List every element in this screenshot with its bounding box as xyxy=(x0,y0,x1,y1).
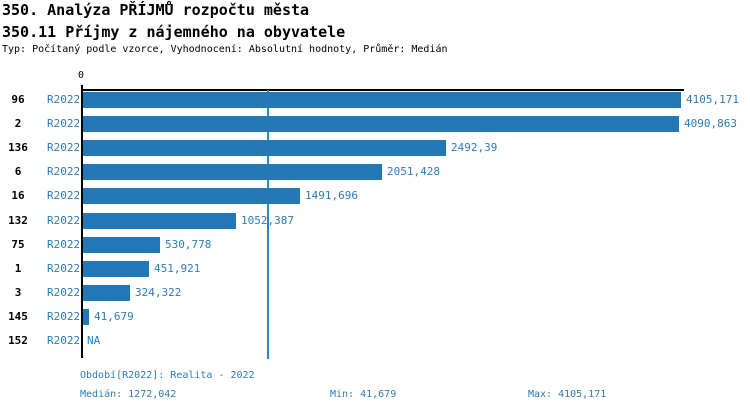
bar xyxy=(83,237,160,253)
chart-row: 6 R2022 2051,428 xyxy=(0,164,750,180)
row-period-label: R2022 xyxy=(47,214,81,227)
bar xyxy=(83,285,130,301)
y-axis-line xyxy=(81,85,83,358)
bar xyxy=(83,164,382,180)
bar-value-label: 1052,387 xyxy=(241,214,294,227)
chart-row: 1 R2022 451,921 xyxy=(0,261,750,277)
bar xyxy=(83,140,446,156)
row-category-label: 136 xyxy=(8,141,28,154)
row-period-label: R2022 xyxy=(47,238,81,251)
bar-value-label: 2051,428 xyxy=(387,165,440,178)
bar-value-label: 4105,171 xyxy=(686,93,739,106)
bar xyxy=(83,92,681,108)
row-category-label: 3 xyxy=(14,286,22,299)
median-line xyxy=(267,90,270,359)
chart-row: 152 R2022 NA xyxy=(0,333,750,349)
report-subtitle: 350.11 Příjmy z nájemného na obyvatele xyxy=(2,23,346,41)
row-category-label: 1 xyxy=(14,262,22,275)
stat-max: Max: 4105,171 xyxy=(528,389,607,400)
bar-value-label: 451,921 xyxy=(154,262,201,275)
zero-tick-label: 0 xyxy=(77,70,85,81)
bar-value-label: NA xyxy=(87,334,101,347)
row-period-label: R2022 xyxy=(47,310,81,323)
bar xyxy=(83,116,679,132)
bar xyxy=(83,188,300,204)
chart-row: 75 R2022 530,778 xyxy=(0,237,750,253)
report-title: 350. Analýza PŘÍJMŮ rozpočtu města xyxy=(2,1,310,19)
bar-value-label: 530,778 xyxy=(165,238,212,251)
row-category-label: 16 xyxy=(11,189,25,202)
bar xyxy=(83,213,236,229)
bar-value-label: 1491,696 xyxy=(305,189,358,202)
row-period-label: R2022 xyxy=(47,141,81,154)
bar xyxy=(83,261,149,277)
row-period-label: R2022 xyxy=(47,165,81,178)
chart-row: 2 R2022 4090,863 xyxy=(0,116,750,132)
bar-value-label: 4090,863 xyxy=(684,117,737,130)
chart-row: 132 R2022 1052,387 xyxy=(0,213,750,229)
bar-value-label: 2492,39 xyxy=(451,141,498,154)
chart-row: 136 R2022 2492,39 xyxy=(0,140,750,156)
row-category-label: 152 xyxy=(8,334,28,347)
row-period-label: R2022 xyxy=(47,189,81,202)
chart-row: 16 R2022 1491,696 xyxy=(0,188,750,204)
bar-value-label: 41,679 xyxy=(94,310,134,323)
chart-rows: 96 R2022 4105,171 2 R2022 4090,863 136 R2022 249… xyxy=(0,92,750,358)
stat-min: Min: 41,679 xyxy=(330,389,397,400)
row-period-label: R2022 xyxy=(47,262,81,275)
bar-value-label: 324,322 xyxy=(135,286,182,299)
chart-row: 96 R2022 4105,171 xyxy=(0,92,750,108)
row-category-label: 2 xyxy=(14,117,22,130)
row-category-label: 96 xyxy=(11,93,25,106)
report-meta: Typ: Počítaný podle vzorce, Vyhodnocení:… xyxy=(2,44,448,55)
row-period-label: R2022 xyxy=(47,93,81,106)
row-period-label: R2022 xyxy=(47,334,81,347)
legend-period: Období[R2022]: Realita - 2022 xyxy=(80,370,255,381)
row-category-label: 6 xyxy=(14,165,22,178)
chart-row: 3 R2022 324,322 xyxy=(0,285,750,301)
x-axis-line xyxy=(81,89,684,91)
row-period-label: R2022 xyxy=(47,117,81,130)
row-category-label: 145 xyxy=(8,310,28,323)
row-category-label: 132 xyxy=(8,214,28,227)
bar xyxy=(83,309,89,325)
row-period-label: R2022 xyxy=(47,286,81,299)
stat-median: Medián: 1272,042 xyxy=(80,389,177,400)
row-category-label: 75 xyxy=(11,238,25,251)
chart-row: 145 R2022 41,679 xyxy=(0,309,750,325)
